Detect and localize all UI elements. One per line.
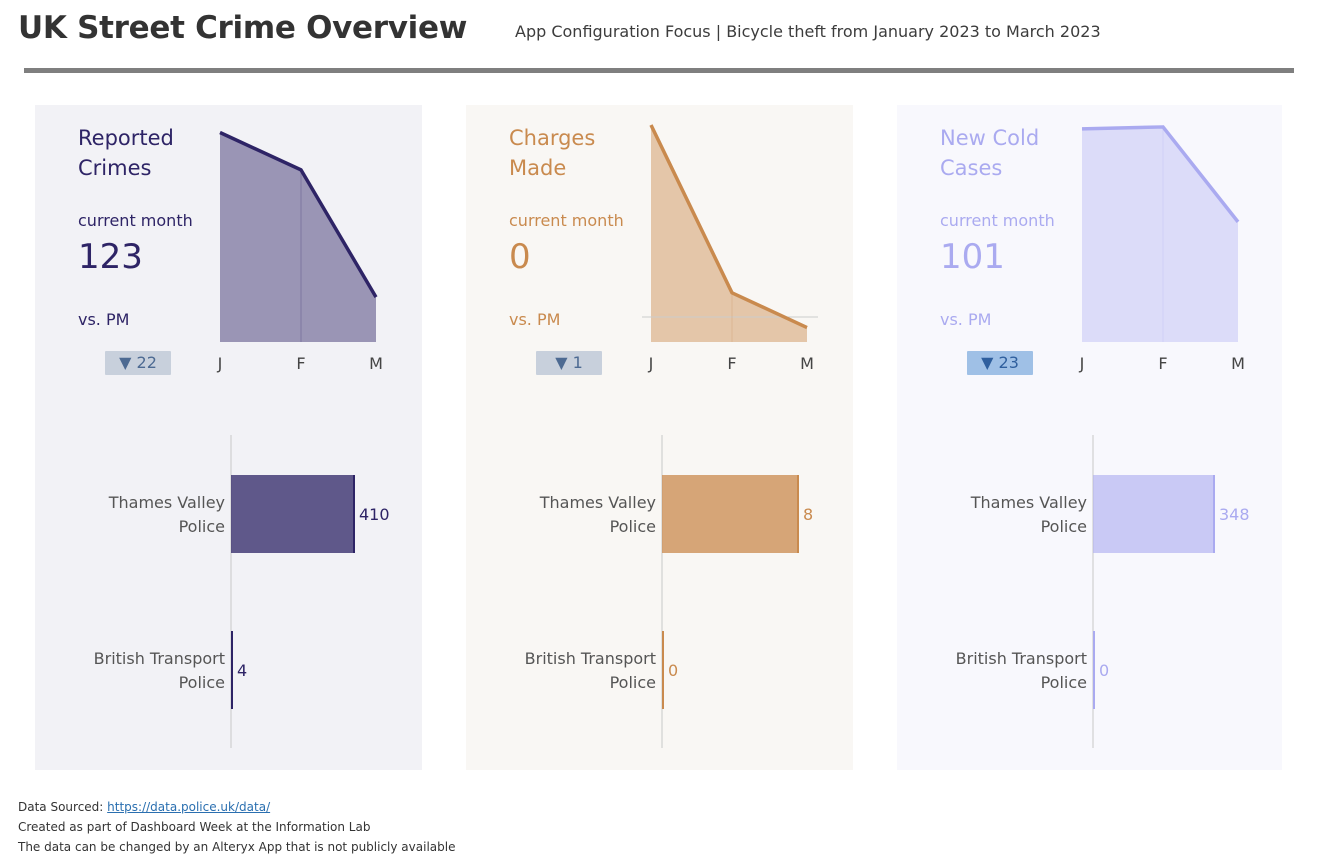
- bar: [231, 475, 355, 553]
- bar-edge: [1213, 475, 1215, 553]
- footer-source-label: Data Sourced:: [18, 800, 108, 814]
- series-area: [1082, 126, 1238, 342]
- vs-pm-label: vs. PM: [940, 310, 992, 329]
- x-tick-label: M: [1231, 354, 1245, 373]
- panel-charges-made[interactable]: Charges Made current month 0 vs. PM ▼ 1 …: [466, 105, 853, 770]
- header-divider: [24, 68, 1294, 73]
- bar-category-label: Police: [610, 517, 656, 536]
- x-tick-label: M: [369, 354, 383, 373]
- bar-value-label: 0: [668, 661, 678, 680]
- delta-badge: ▼ 22: [105, 351, 171, 375]
- series-line: [1081, 125, 1240, 223]
- x-tick-label: F: [1158, 354, 1167, 373]
- footer-notes: Data Sourced: https://data.police.uk/dat…: [18, 797, 455, 857]
- force-bar-chart[interactable]: 410 Thames Valley Police 4 British Transport…: [35, 105, 422, 770]
- current-month-value: 123: [78, 237, 143, 277]
- bar: [662, 475, 799, 553]
- bar-value-label: 0: [1099, 661, 1109, 680]
- bar-edge: [1093, 631, 1095, 709]
- bar-edge: [797, 475, 799, 553]
- vs-pm-label: vs. PM: [509, 310, 561, 329]
- current-month-label: current month: [78, 211, 193, 230]
- x-tick-label: J: [648, 354, 654, 373]
- panel-title: Charges Made: [509, 126, 596, 180]
- bar-category-label: Thames Valley: [539, 493, 656, 512]
- footer-source-line: Data Sourced: https://data.police.uk/dat…: [18, 797, 455, 817]
- force-bar-chart[interactable]: 8 Thames Valley Police 0 British Transport Po…: [466, 105, 853, 770]
- bar-category-label: Police: [179, 517, 225, 536]
- panel-title: Reported Crimes: [78, 126, 174, 180]
- bar-edge: [353, 475, 355, 553]
- footer-line-3: The data can be changed by an Alteryx Ap…: [18, 840, 456, 854]
- current-month-label: current month: [940, 211, 1055, 230]
- x-tick-label: J: [217, 354, 223, 373]
- x-tick-label: M: [800, 354, 814, 373]
- current-month-value: 0: [509, 237, 531, 277]
- bar-edge: [231, 631, 233, 709]
- force-bar-chart[interactable]: 348 Thames Valley Police 0 British Transport…: [897, 105, 1282, 770]
- series-line: [219, 130, 378, 298]
- page-title: UK Street Crime Overview: [18, 10, 468, 46]
- bar-edge: [662, 631, 664, 709]
- footer-line-2: Created as part of Dashboard Week at the…: [18, 820, 371, 834]
- bar-category-label: Thames Valley: [108, 493, 225, 512]
- series-area: [651, 125, 807, 342]
- bar-category-label: British Transport: [956, 649, 1087, 668]
- data-source-link[interactable]: https://data.police.uk/data/: [107, 800, 271, 814]
- bar-category-label: Police: [610, 673, 656, 692]
- current-month-value: 101: [940, 237, 1005, 277]
- vs-pm-label: vs. PM: [78, 310, 130, 329]
- panel-title: New Cold Cases: [940, 126, 1040, 180]
- bar-category-label: Police: [179, 673, 225, 692]
- bar-category-label: British Transport: [525, 649, 656, 668]
- current-month-label: current month: [509, 211, 624, 230]
- series-line: [649, 124, 808, 330]
- x-tick-label: J: [1079, 354, 1085, 373]
- series-area: [220, 132, 376, 342]
- x-tick-label: F: [727, 354, 736, 373]
- bar-category-label: Thames Valley: [970, 493, 1087, 512]
- bar: [1093, 475, 1215, 553]
- bar-value-label: 8: [803, 505, 813, 524]
- bar-category-label: Police: [1041, 517, 1087, 536]
- x-tick-label: F: [296, 354, 305, 373]
- bar-value-label: 4: [237, 661, 247, 680]
- panel-new-cold-cases[interactable]: New Cold Cases current month 101 vs. PM …: [897, 105, 1282, 770]
- bar-value-label: 348: [1219, 505, 1250, 524]
- page-subtitle: App Configuration Focus | Bicycle theft …: [515, 22, 1101, 41]
- panel-reported-crimes[interactable]: Reported Crimes current month 123 vs. PM…: [35, 105, 422, 770]
- bar-category-label: British Transport: [94, 649, 225, 668]
- bar-category-label: Police: [1041, 673, 1087, 692]
- bar-value-label: 410: [359, 505, 390, 524]
- delta-badge: ▼ 23: [967, 351, 1033, 375]
- delta-badge: ▼ 1: [536, 351, 602, 375]
